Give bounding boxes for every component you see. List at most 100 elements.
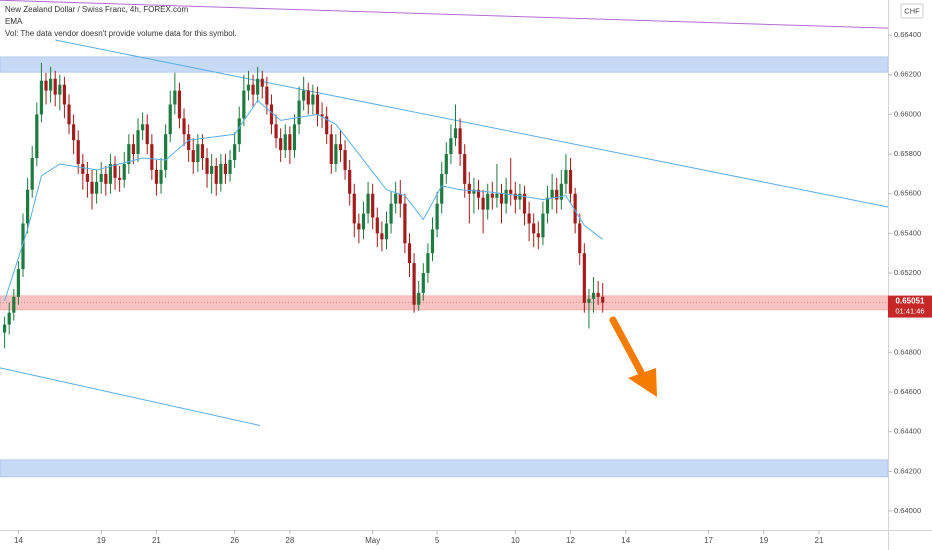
candle-body	[403, 203, 407, 244]
candle-body	[58, 84, 62, 95]
candle-body	[329, 134, 333, 164]
candle-body	[343, 150, 347, 170]
y-tick-label: 0.64200	[894, 466, 921, 475]
candle-body	[306, 90, 310, 105]
trend-line	[0, 0, 889, 29]
candle-body	[292, 124, 297, 151]
candle-body	[99, 173, 103, 182]
candle-body	[182, 118, 186, 135]
plot-area	[0, 0, 889, 478]
candle-body	[283, 134, 287, 151]
candle-body	[90, 181, 94, 194]
candle-body	[210, 165, 214, 174]
candle-body	[233, 144, 237, 161]
candle-body	[352, 193, 356, 224]
last-price-label: 0.65051	[896, 297, 925, 306]
y-tick-label: 0.64800	[894, 347, 921, 356]
candle-body	[315, 94, 320, 115]
candle-body	[348, 169, 352, 194]
candle-body	[495, 193, 499, 198]
zone	[0, 459, 889, 478]
candle-body	[380, 233, 384, 240]
y-tick-label: 0.66400	[894, 30, 921, 39]
candle-body	[568, 169, 573, 194]
candle-body	[509, 189, 513, 194]
candle-body	[131, 144, 136, 155]
candle-body	[371, 193, 375, 218]
candle-body	[12, 296, 16, 313]
candle-body	[67, 104, 71, 125]
candle-body	[53, 78, 57, 95]
candle-body	[449, 138, 453, 155]
candle-body	[320, 114, 324, 117]
candle-body	[16, 269, 21, 297]
ema-line	[4, 99, 604, 301]
candle-body	[237, 118, 241, 145]
candle-body	[384, 223, 389, 240]
y-tick-label: 0.65400	[894, 228, 921, 237]
candle-body	[76, 140, 80, 164]
candle-body	[44, 80, 48, 91]
candle-body	[430, 229, 435, 254]
candle-body	[311, 94, 315, 105]
candle-body	[223, 163, 228, 174]
candle-body	[274, 124, 278, 139]
arrow-shaft	[609, 316, 647, 380]
candle-body	[486, 193, 490, 210]
candle-body	[200, 144, 205, 159]
candle-body	[591, 292, 596, 299]
candle-body	[421, 273, 425, 293]
candle-body	[458, 128, 462, 155]
candle-body	[256, 78, 260, 95]
candle-body	[302, 90, 306, 101]
candle-body	[297, 100, 301, 125]
candle-body	[136, 130, 140, 155]
candle-body	[30, 158, 34, 190]
trend-line	[0, 367, 261, 426]
candle-body	[513, 193, 517, 200]
candle-body	[187, 134, 191, 151]
candle-body	[62, 84, 67, 105]
candle-body	[145, 124, 149, 145]
candle-body	[159, 169, 163, 184]
candle-body	[444, 154, 448, 174]
y-tick-label: 0.65800	[894, 149, 921, 158]
zone	[0, 56, 889, 73]
y-tick-label: 0.64400	[894, 427, 921, 436]
candle-body	[366, 193, 370, 214]
candle-body	[518, 193, 522, 200]
candle-body	[49, 78, 53, 91]
currency-box[interactable]	[900, 3, 924, 19]
candle-body	[26, 189, 30, 224]
y-tick-label: 0.66200	[894, 70, 921, 79]
candle-body	[3, 324, 7, 333]
currency: CHF	[904, 6, 920, 15]
countdown: 01:41:46	[895, 307, 924, 316]
candle-body	[389, 203, 393, 224]
x-tick-label: May	[365, 536, 380, 545]
candle-body	[453, 128, 458, 139]
candle-body	[72, 124, 76, 141]
y-tick-label: 0.64000	[894, 506, 921, 515]
x-tick-label: 21	[152, 536, 161, 545]
volume-note: Vol: The data vendor doesn't provide vol…	[5, 29, 237, 38]
arrow	[609, 316, 657, 397]
candle-body	[173, 90, 177, 105]
arrow-head	[628, 368, 657, 397]
candle-body	[21, 223, 25, 270]
candle-body	[85, 173, 90, 182]
candle-body	[288, 134, 292, 151]
candle-body	[104, 173, 108, 184]
candle-body	[150, 144, 154, 170]
candle-body	[532, 223, 536, 234]
candle-body	[325, 116, 329, 135]
x-tick-label: 5	[435, 536, 440, 545]
candle-body	[7, 312, 11, 325]
x-tick-label: 26	[230, 536, 239, 545]
candle-body	[407, 243, 412, 264]
candle-body	[490, 193, 494, 198]
candle-body	[196, 144, 200, 162]
candle-body	[578, 223, 582, 254]
candle-body	[536, 233, 540, 238]
